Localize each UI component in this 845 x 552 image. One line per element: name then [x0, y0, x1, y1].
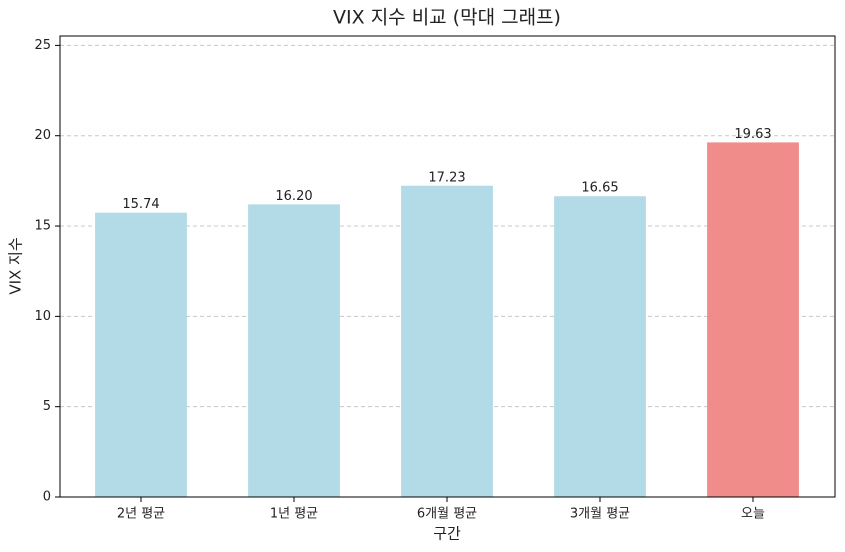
y-tick-label: 20 — [34, 128, 51, 143]
x-tick-label: 3개월 평균 — [570, 507, 630, 522]
bar — [401, 185, 493, 497]
bar — [554, 196, 646, 497]
bar — [248, 204, 340, 497]
y-tick-label: 0 — [43, 490, 51, 505]
plot-frame — [59, 35, 836, 498]
y-tick-label: 15 — [34, 219, 51, 234]
value-label: 16.20 — [275, 189, 312, 204]
x-tick-label: 6개월 평균 — [417, 507, 477, 522]
x-tick-label: 2년 평균 — [117, 507, 165, 522]
value-label: 15.74 — [122, 197, 159, 212]
x-tick-label: 오늘 — [741, 507, 765, 522]
value-label: 19.63 — [734, 127, 771, 142]
y-axis-label: VIX 지수 — [7, 237, 25, 294]
x-tick-label: 1년 평균 — [270, 507, 318, 522]
bar — [707, 142, 799, 498]
y-tick-label: 5 — [43, 399, 51, 414]
chart-title: VIX 지수 비교 (막대 그래프) — [333, 7, 561, 29]
y-tick-label: 25 — [34, 38, 51, 53]
bar — [95, 212, 187, 497]
value-label: 16.65 — [581, 181, 618, 196]
value-label: 17.23 — [428, 170, 465, 185]
y-tick-label: 10 — [34, 309, 51, 324]
x-axis-label: 구간 — [433, 525, 461, 543]
